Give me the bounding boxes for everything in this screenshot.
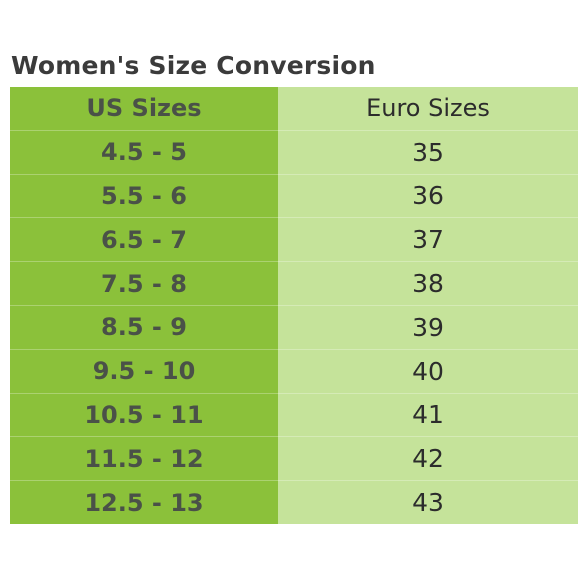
euro-size-cell: 39 (278, 304, 578, 349)
us-size-cell: 7.5 - 8 (10, 261, 278, 305)
us-size-cell: 6.5 - 7 (10, 217, 278, 261)
page-title: Women's Size Conversion (11, 51, 376, 80)
us-sizes-column: US Sizes 4.5 - 5 5.5 - 6 6.5 - 7 7.5 - 8… (10, 87, 278, 524)
us-size-cell: 9.5 - 10 (10, 348, 278, 393)
size-conversion-table: US Sizes 4.5 - 5 5.5 - 6 6.5 - 7 7.5 - 8… (10, 87, 578, 524)
euro-size-cell: 36 (278, 173, 578, 218)
euro-size-cell: 41 (278, 392, 578, 437)
euro-size-cell: 42 (278, 436, 578, 480)
euro-sizes-header: Euro Sizes (366, 94, 490, 123)
us-sizes-header: US Sizes (86, 94, 202, 123)
euro-size-cell: 35 (278, 129, 578, 174)
us-size-cell: 12.5 - 13 (10, 480, 278, 524)
us-size-cell: 4.5 - 5 (10, 129, 278, 174)
us-size-cell: 8.5 - 9 (10, 304, 278, 349)
euro-sizes-column: Euro Sizes 35 36 37 38 39 40 41 42 43 (278, 87, 578, 524)
us-size-cell: 10.5 - 11 (10, 392, 278, 437)
euro-size-cell: 37 (278, 217, 578, 261)
euro-size-cell: 43 (278, 480, 578, 524)
us-size-cell: 5.5 - 6 (10, 173, 278, 218)
euro-size-cell: 38 (278, 261, 578, 305)
euro-size-cell: 40 (278, 348, 578, 393)
us-size-cell: 11.5 - 12 (10, 436, 278, 480)
